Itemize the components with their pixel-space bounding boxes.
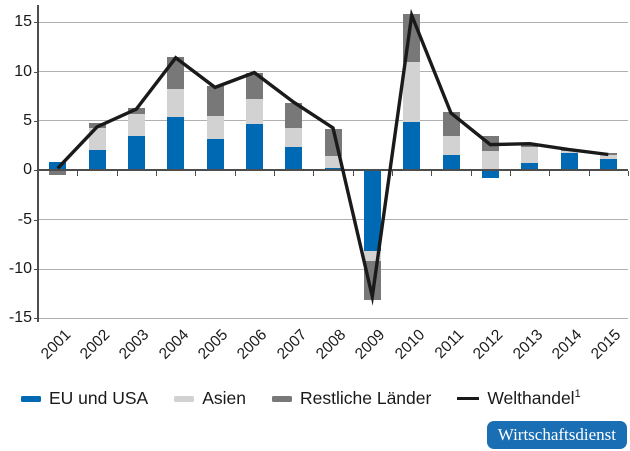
- bar-segment-2009-0: [363, 170, 381, 252]
- x-axis-tick-2: [116, 171, 118, 177]
- legend-label-welthandel: Welthandel1: [487, 388, 580, 409]
- bar-segment-2005-1: [206, 116, 224, 139]
- legend-label-welthandel-text: Welthandel: [487, 388, 575, 408]
- y-axis-tick-label-0: 0: [23, 161, 32, 179]
- bar-segment-2006-1: [245, 99, 263, 124]
- x-axis-tick-3: [156, 171, 157, 177]
- bar-segment-2001-2: [49, 170, 67, 176]
- bar-segment-2004-1: [167, 89, 185, 117]
- bar-segment-2015-0: [599, 159, 617, 171]
- gridline-y--15: [38, 317, 628, 319]
- y-axis-tick--10: [34, 269, 38, 270]
- x-axis-tick-4: [195, 171, 197, 177]
- bar-segment-2003-1: [127, 114, 145, 136]
- x-axis-zero-line: [38, 169, 628, 172]
- bar-segment-2012-1: [481, 150, 499, 171]
- y-axis-tick-label-10: 10: [14, 62, 32, 80]
- bar-segment-2002-0: [88, 149, 106, 171]
- bar-segment-2003-0: [127, 135, 145, 171]
- x-axis-tick-15: [628, 171, 629, 177]
- bar-segment-2007-0: [285, 146, 303, 171]
- y-axis-tick--15: [34, 318, 38, 320]
- y-axis-tick-label-5: 5: [23, 111, 32, 129]
- legend-swatch-restliche-laender: [272, 395, 292, 402]
- y-axis-tick-label-15: 15: [14, 13, 32, 31]
- x-axis-tick-9: [392, 171, 393, 177]
- x-axis-tick-7: [313, 171, 315, 177]
- x-axis-tick-12: [510, 171, 511, 177]
- legend-item-welthandel: Welthandel1: [457, 388, 581, 409]
- plot-area: 15 10 5 0 -5 -10 -15 2001 2002 2003 2004 2005 2006 20…: [8, 5, 629, 363]
- legend-label-restliche-laender: Restliche Länder: [300, 388, 432, 408]
- bar-segment-2006-0: [245, 123, 263, 171]
- welthandel-line-path: [56, 8, 609, 306]
- x-axis-tick-10: [431, 171, 433, 177]
- bar-segment-2006-2: [245, 72, 263, 100]
- bar-segment-2015-1: [599, 155, 617, 160]
- y-axis-tick-0: [34, 170, 38, 172]
- x-axis-tick-14: [588, 171, 590, 177]
- legend-label-asien: Asien: [202, 388, 246, 408]
- legend-label-eu-und-usa: EU und USA: [49, 388, 149, 408]
- bar-segment-2009-1: [363, 251, 381, 262]
- bar-segment-2008-1: [324, 156, 342, 169]
- gridline-y-15: [38, 21, 628, 23]
- legend-item-asien: Asien: [174, 388, 246, 409]
- bar-segment-2007-1: [285, 127, 303, 147]
- legend-item-eu-und-usa: EU und USA: [21, 388, 148, 409]
- y-axis-line: [37, 5, 39, 322]
- chart-legend: EU und USA Asien Restliche Länder Weltha…: [21, 388, 581, 409]
- legend-swatch-asien: [174, 395, 195, 402]
- y-axis-tick-label--10: -10: [8, 260, 32, 277]
- bar-segment-2004-0: [167, 117, 185, 171]
- gridline-y--5: [38, 219, 628, 221]
- x-axis-tick-5: [234, 171, 236, 177]
- bar-segment-2010-0: [403, 121, 421, 171]
- x-axis-tick-11: [470, 171, 472, 177]
- y-axis-tick-15: [34, 22, 38, 24]
- bar-segment-2011-0: [442, 155, 460, 171]
- y-axis-tick-10: [34, 71, 38, 73]
- wirtschaftsdienst-badge: Wirtschaftsdienst: [486, 421, 627, 449]
- y-axis-tick--5: [34, 219, 38, 221]
- gridline-y-5: [38, 120, 628, 122]
- x-axis-tick-6: [274, 171, 275, 177]
- bar-segment-2012-0: [481, 170, 499, 179]
- legend-swatch-eu-und-usa: [21, 395, 41, 402]
- x-axis-tick-8: [352, 171, 354, 177]
- bar-segment-2014-1: [560, 150, 578, 153]
- gridline-y-10: [38, 71, 628, 73]
- bar-segment-2011-1: [442, 135, 460, 156]
- x-axis-tick-13: [549, 171, 551, 177]
- bar-segment-2014-0: [560, 152, 578, 171]
- legend-item-restliche-laender: Restliche Länder: [272, 388, 431, 409]
- legend-line-swatch-welthandel: [457, 397, 480, 400]
- bar-segment-2013-1: [521, 146, 539, 164]
- y-axis-tick-5: [34, 120, 38, 122]
- gridline-y--10: [38, 268, 628, 270]
- bar-segment-2007-2: [285, 103, 303, 128]
- bar-segment-2010-1: [403, 61, 421, 122]
- welthandel-line: [56, 8, 609, 306]
- x-axis-tick-1: [77, 171, 79, 177]
- welthandel-footnote-marker: 1: [574, 388, 581, 401]
- bar-segment-2005-2: [206, 86, 224, 116]
- bar-segment-2003-2: [127, 108, 145, 115]
- bar-segment-2005-0: [206, 138, 224, 171]
- y-axis-tick-label--5: -5: [17, 210, 32, 228]
- bar-segment-2013-0: [521, 163, 539, 171]
- y-axis-tick-label--15: -15: [8, 309, 32, 327]
